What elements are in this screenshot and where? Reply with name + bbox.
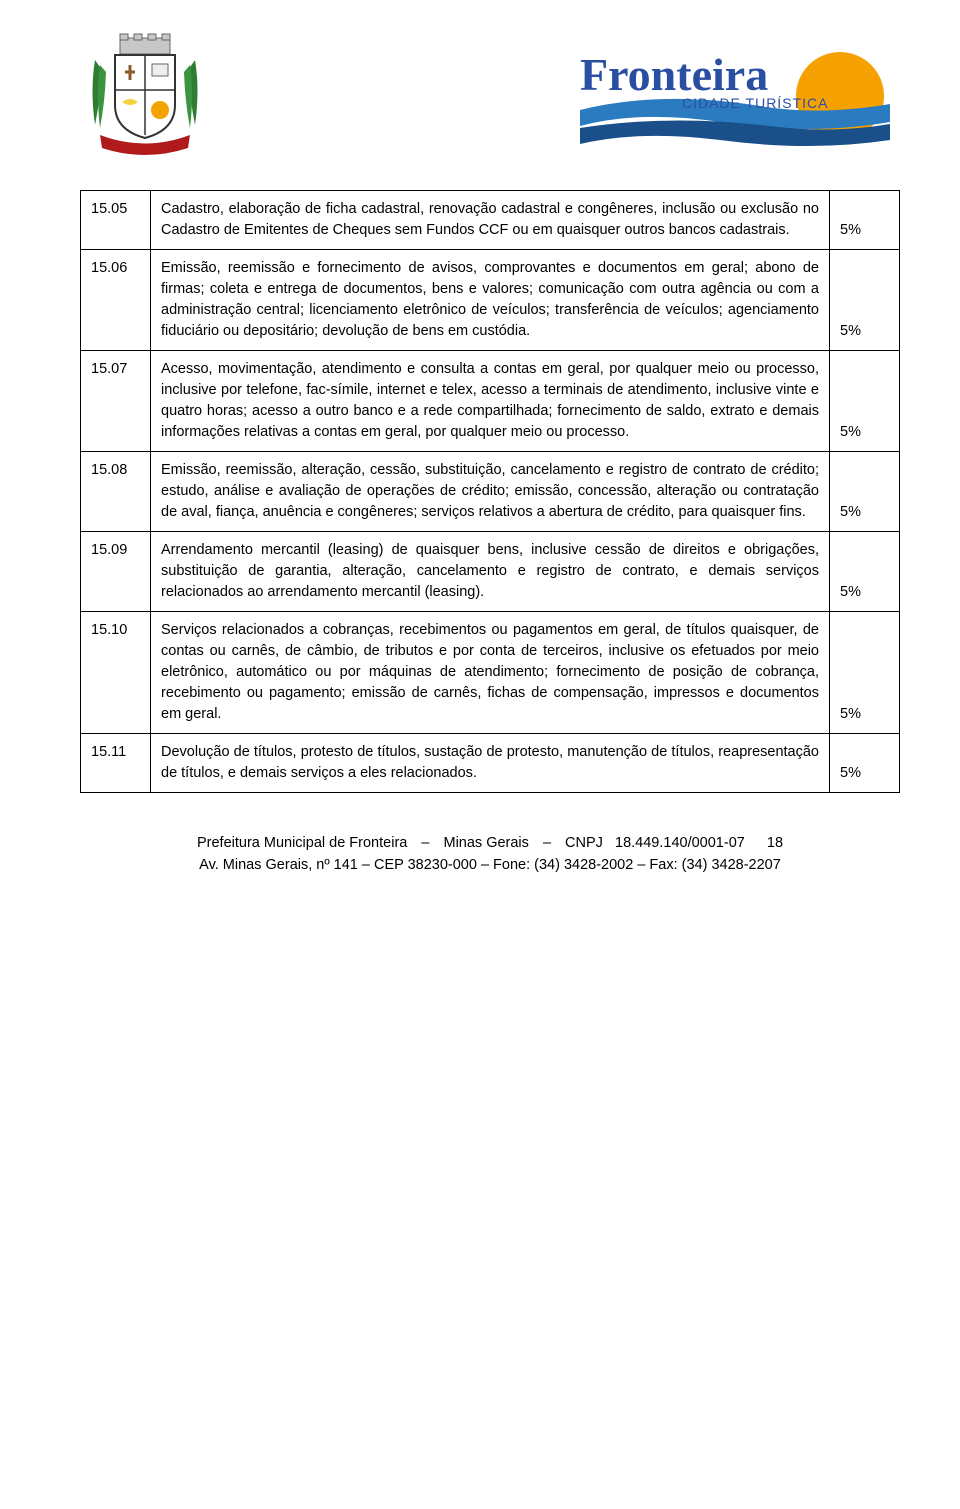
service-code: 15.08 bbox=[81, 452, 151, 532]
service-description: Devolução de títulos, protesto de título… bbox=[151, 734, 830, 793]
service-description: Serviços relacionados a cobranças, receb… bbox=[151, 612, 830, 734]
service-rate: 5% bbox=[830, 191, 900, 250]
page-footer: Prefeitura Municipal de Fronteira – Mina… bbox=[80, 833, 900, 877]
table-row: 15.11Devolução de títulos, protesto de t… bbox=[81, 734, 900, 793]
service-rate: 5% bbox=[830, 532, 900, 612]
footer-state: Minas Gerais bbox=[443, 835, 528, 851]
table-row: 15.07Acesso, movimentação, atendimento e… bbox=[81, 351, 900, 452]
brand-main-text: Fronteira bbox=[580, 49, 768, 100]
footer-org: Prefeitura Municipal de Fronteira bbox=[197, 835, 407, 851]
service-code: 15.10 bbox=[81, 612, 151, 734]
table-row: 15.08Emissão, reemissão, alteração, cess… bbox=[81, 452, 900, 532]
page-number: 18 bbox=[767, 833, 783, 855]
service-description: Emissão, reemissão e fornecimento de avi… bbox=[151, 250, 830, 351]
service-rate: 5% bbox=[830, 250, 900, 351]
service-description: Cadastro, elaboração de ficha cadastral,… bbox=[151, 191, 830, 250]
service-description: Acesso, movimentação, atendimento e cons… bbox=[151, 351, 830, 452]
service-rate: 5% bbox=[830, 452, 900, 532]
service-rate: 5% bbox=[830, 351, 900, 452]
brand-logo: Fronteira CIDADE TURÍSTICA bbox=[460, 40, 900, 160]
service-rate: 5% bbox=[830, 734, 900, 793]
brand-sub-text: CIDADE TURÍSTICA bbox=[682, 95, 828, 111]
municipal-crest-icon bbox=[80, 30, 210, 160]
footer-cnpj: 18.449.140/0001-07 bbox=[615, 835, 745, 851]
footer-address: Av. Minas Gerais, nº 141 – CEP 38230-000… bbox=[199, 857, 781, 873]
footer-cnpj-label: CNPJ bbox=[565, 835, 603, 851]
table-row: 15.06Emissão, reemissão e fornecimento d… bbox=[81, 250, 900, 351]
page-header: Fronteira CIDADE TURÍSTICA bbox=[80, 30, 900, 170]
table-row: 15.05Cadastro, elaboração de ficha cadas… bbox=[81, 191, 900, 250]
service-rate: 5% bbox=[830, 612, 900, 734]
service-code: 15.11 bbox=[81, 734, 151, 793]
service-code: 15.07 bbox=[81, 351, 151, 452]
service-description: Emissão, reemissão, alteração, cessão, s… bbox=[151, 452, 830, 532]
services-table: 15.05Cadastro, elaboração de ficha cadas… bbox=[80, 190, 900, 793]
service-description: Arrendamento mercantil (leasing) de quai… bbox=[151, 532, 830, 612]
service-code: 15.09 bbox=[81, 532, 151, 612]
service-code: 15.06 bbox=[81, 250, 151, 351]
table-row: 15.09Arrendamento mercantil (leasing) de… bbox=[81, 532, 900, 612]
table-row: 15.10Serviços relacionados a cobranças, … bbox=[81, 612, 900, 734]
service-code: 15.05 bbox=[81, 191, 151, 250]
